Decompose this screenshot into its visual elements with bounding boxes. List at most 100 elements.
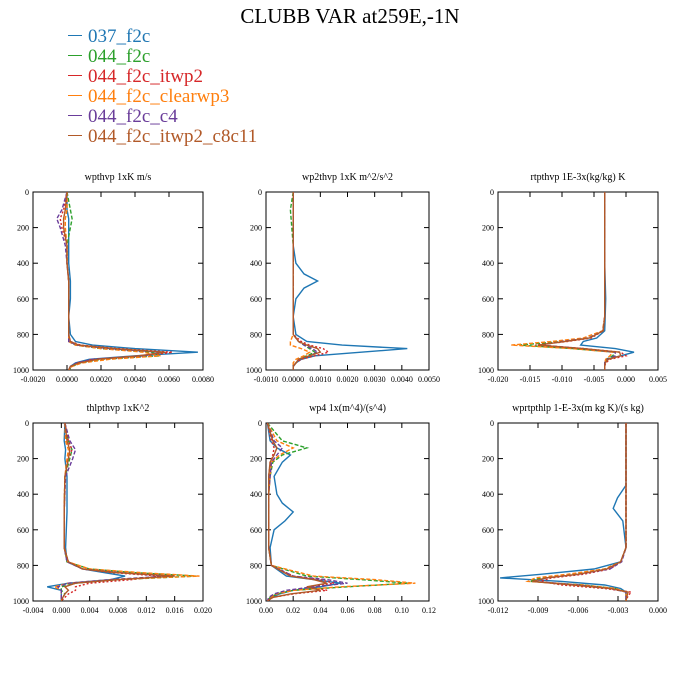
legend-swatch <box>68 135 82 137</box>
y-tick-label: 200 <box>250 455 262 464</box>
legend-label: 044_f2c <box>88 46 151 67</box>
x-tick-label: 0.0020 <box>337 375 359 384</box>
x-tick-label: 0.08 <box>368 606 382 615</box>
y-tick-label: 0 <box>258 419 262 428</box>
plot-frame <box>32 191 204 371</box>
series-line-037_f2c <box>500 423 627 601</box>
series-line-044_f2c_itwp2_c8c11 <box>62 192 166 370</box>
series-line-044_f2c_clearwp3 <box>289 192 311 370</box>
y-tick-label: 1000 <box>478 597 494 606</box>
y-tick-label: 1000 <box>246 597 262 606</box>
y-tick-label: 400 <box>17 490 29 499</box>
x-tick-label: 0.06 <box>341 606 355 615</box>
legend-item: 044_f2c <box>68 47 257 67</box>
y-tick-label: 600 <box>482 295 494 304</box>
legend-label: 044_f2c_itwp2 <box>88 66 204 87</box>
y-tick-label: 800 <box>250 330 262 339</box>
legend: 037_f2c 044_f2c 044_f2c_itwp2 044_f2c_clear… <box>68 27 257 147</box>
chart-title: wp2thvp 1xK m^2/s^2 <box>302 172 393 183</box>
figure-title: CLUBB VAR at259E,-1N <box>240 4 460 28</box>
legend-swatch <box>68 55 82 57</box>
x-tick-label: 0.12 <box>422 606 436 615</box>
y-tick-label: 800 <box>17 561 29 570</box>
x-tick-label: -0.0020 <box>21 375 46 384</box>
plot-frame <box>497 191 659 371</box>
x-tick-label: 0.0050 <box>418 375 440 384</box>
x-tick-label: 0.0010 <box>309 375 331 384</box>
series-line-037_f2c <box>66 192 198 370</box>
x-tick-label: 0.10 <box>395 606 409 615</box>
x-tick-label: 0.0030 <box>364 375 386 384</box>
y-tick-label: 600 <box>482 526 494 535</box>
series-line-044_f2c_c4 <box>56 423 168 601</box>
chart-title: rtpthvp 1E-3x(kg/kg) K <box>531 172 627 183</box>
y-tick-label: 200 <box>482 455 494 464</box>
y-tick-label: 0 <box>490 419 494 428</box>
x-tick-label: -0.006 <box>568 606 589 615</box>
chart-panel: wpthvp 1xK m/s -0.0020 0.0000 0.0020 0.0040 0… <box>13 172 214 384</box>
legend-item: 044_f2c_itwp2 <box>68 67 257 87</box>
y-tick-label: 0 <box>25 188 29 197</box>
series-line-044_f2c_itwp2 <box>59 192 173 370</box>
chart-title: wpthvp 1xK m/s <box>85 172 152 183</box>
legend-item: 037_f2c <box>68 27 257 47</box>
chart-panel: rtpthvp 1E-3x(kg/kg) K -0.020 -0.015 -0.010… <box>478 172 667 384</box>
y-tick-label: 200 <box>250 224 262 233</box>
legend-item: 044_f2c_clearwp3 <box>68 87 257 107</box>
chart-title: wp4 1x(m^4)/(s^4) <box>309 403 386 414</box>
y-tick-label: 1000 <box>13 597 29 606</box>
legend-label: 044_f2c_clearwp3 <box>88 86 230 107</box>
x-tick-label: 0.000 <box>52 606 70 615</box>
series-line-044_f2c_itwp2_c8c11 <box>60 423 175 601</box>
x-tick-label: 0.005 <box>649 375 667 384</box>
legend-label: 037_f2c <box>88 26 151 47</box>
series-line-044_f2c_itwp2_c8c11 <box>266 423 328 601</box>
legend-label: 044_f2c_itwp2_c8c11 <box>88 126 258 147</box>
series-line-037_f2c <box>47 423 126 601</box>
chart-panel: wprtpthlp 1-E-3x(m kg K)/(s kg) -0.012 -0.… <box>478 403 667 615</box>
series-line-044_f2c_itwp2_c8c11 <box>292 192 322 370</box>
x-tick-label: -0.004 <box>23 606 44 615</box>
x-tick-label: -0.005 <box>584 375 605 384</box>
x-tick-label: 0.000 <box>649 606 667 615</box>
x-tick-label: 0.0080 <box>192 375 214 384</box>
y-tick-label: 400 <box>482 259 494 268</box>
x-tick-label: -0.010 <box>552 375 573 384</box>
x-tick-label: 0.0040 <box>391 375 413 384</box>
y-tick-label: 600 <box>250 526 262 535</box>
y-tick-label: 1000 <box>13 366 29 375</box>
x-tick-label: -0.003 <box>608 606 629 615</box>
x-tick-label: -0.012 <box>488 606 509 615</box>
y-tick-label: 200 <box>17 455 29 464</box>
x-tick-label: -0.009 <box>528 606 549 615</box>
series-line-044_f2c_itwp2_c8c11 <box>531 423 629 601</box>
y-tick-label: 400 <box>17 259 29 268</box>
legend-item: 044_f2c_c4 <box>68 107 257 127</box>
series-line-044_f2c <box>519 192 617 370</box>
series-line-037_f2c <box>579 192 635 370</box>
x-tick-label: -0.0010 <box>254 375 279 384</box>
x-tick-label: 0.000 <box>617 375 635 384</box>
y-tick-label: 0 <box>25 419 29 428</box>
series-line-044_f2c_clearwp3 <box>266 423 416 601</box>
legend-item: 044_f2c_itwp2_c8c11 <box>68 127 257 147</box>
legend-swatch <box>68 75 82 77</box>
x-tick-label: 0.0060 <box>158 375 180 384</box>
series-line-044_f2c_clearwp3 <box>64 192 161 370</box>
y-tick-label: 0 <box>258 188 262 197</box>
chart-title: thlpthvp 1xK^2 <box>87 403 150 414</box>
legend-swatch <box>68 95 82 97</box>
y-tick-label: 200 <box>482 224 494 233</box>
y-tick-label: 800 <box>482 561 494 570</box>
legend-swatch <box>68 35 82 37</box>
legend-swatch <box>68 115 82 117</box>
x-tick-label: 0.008 <box>109 606 127 615</box>
y-tick-label: 800 <box>17 330 29 339</box>
x-tick-label: -0.015 <box>520 375 541 384</box>
chart-panel: thlpthvp 1xK^2 -0.004 0.000 0.004 0.008 0.012… <box>13 403 212 615</box>
x-tick-label: 0.00 <box>259 606 273 615</box>
y-tick-label: 1000 <box>246 366 262 375</box>
x-tick-label: 0.016 <box>166 606 184 615</box>
